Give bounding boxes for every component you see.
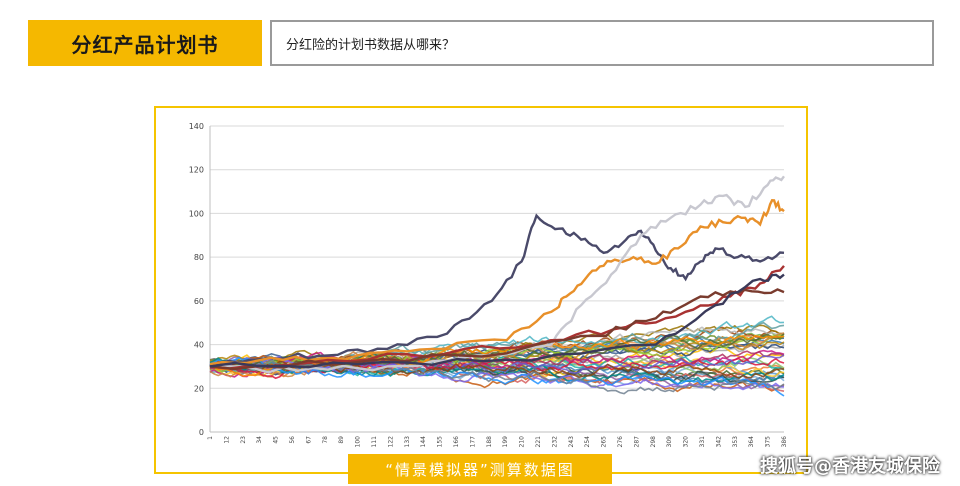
watermark-text: 搜狐号@香港友城保险: [760, 456, 940, 477]
y-tick-label: 20: [194, 384, 204, 393]
highlight-series-line: [209, 175, 785, 374]
x-tick-label: 155: [437, 436, 444, 448]
x-tick-label: 23: [240, 436, 247, 444]
highlight-series-line: [209, 199, 785, 366]
x-tick-label: 166: [453, 436, 460, 448]
line-chart: 0 20 40 60 80 100 120 140 1 12 23 34 45 56 67 78 89 100 11…: [189, 122, 788, 448]
x-tick-label: 320: [683, 436, 690, 448]
x-tick-label: 78: [322, 436, 329, 444]
question-text: 分红险的计划书数据从哪来？: [286, 37, 456, 53]
x-tick-label: 56: [289, 436, 296, 444]
section-title-box: 分红产品计划书: [28, 20, 262, 66]
x-tick-label: 243: [568, 436, 575, 448]
x-tick-label: 221: [535, 436, 542, 448]
x-tick-label: 144: [420, 436, 427, 448]
x-tick-label: 353: [732, 436, 739, 448]
x-tick-label: 199: [502, 436, 509, 448]
x-tick-label: 111: [371, 436, 378, 448]
y-tick-label: 100: [189, 209, 204, 218]
highlight-series-line: [209, 213, 785, 368]
x-tick-label: 364: [748, 436, 755, 448]
x-tick-label: 89: [338, 436, 345, 444]
highlight-series-line: [209, 273, 785, 369]
x-tick-label: 1: [207, 436, 214, 440]
x-tick-label: 188: [486, 436, 493, 448]
x-tick-label: 232: [551, 436, 558, 448]
x-tick-label: 133: [404, 436, 411, 448]
x-tick-label: 287: [633, 436, 640, 448]
chart-caption: “情景模拟器”测算数据图: [385, 460, 575, 479]
question-box: 分红险的计划书数据从哪来？: [270, 20, 934, 66]
y-tick-label: 40: [194, 341, 204, 350]
x-tick-label: 386: [781, 436, 788, 448]
x-tick-label: 210: [519, 436, 526, 448]
y-tick-label: 140: [189, 122, 204, 131]
series-line: [209, 359, 785, 395]
chart-caption-box: “情景模拟器”测算数据图: [348, 454, 612, 484]
x-tick-label: 67: [305, 436, 312, 444]
x-tick-label: 342: [715, 436, 722, 448]
y-tick-label: 60: [194, 297, 204, 306]
x-tick-label: 309: [666, 436, 673, 448]
x-tick-label: 254: [584, 436, 591, 448]
x-tick-label: 100: [355, 436, 362, 448]
y-tick-label: 0: [199, 428, 204, 437]
y-tick-label: 120: [189, 166, 204, 175]
x-tick-label: 45: [273, 436, 280, 444]
x-tick-label: 12: [223, 436, 230, 444]
chart-frame: 0 20 40 60 80 100 120 140 1 12 23 34 45 56 67 78 89 100 11…: [154, 106, 808, 474]
x-tick-label: 375: [765, 436, 772, 448]
x-tick-label: 122: [387, 436, 394, 448]
y-tick-label: 80: [194, 253, 204, 262]
series-line: [209, 356, 785, 397]
x-tick-label: 265: [601, 436, 608, 448]
x-tick-label: 34: [256, 436, 263, 444]
x-tick-label: 276: [617, 436, 624, 448]
x-tick-label: 331: [699, 436, 706, 448]
x-tick-label: 298: [650, 436, 657, 448]
x-tick-label: 177: [469, 436, 476, 448]
section-title: 分红产品计划书: [71, 32, 219, 57]
